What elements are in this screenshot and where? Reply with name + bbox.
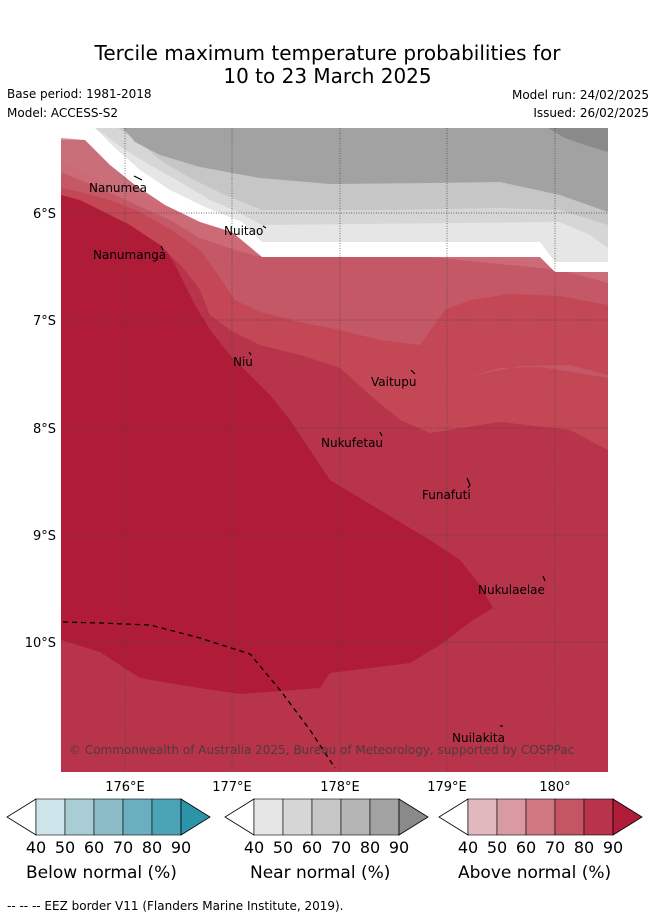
lon-label-176e: 176°E [105, 780, 145, 795]
colorbar-near-segment [311, 798, 342, 836]
colorbar-below-segment [122, 798, 153, 836]
colorbar-above-label: Above normal (%) [458, 863, 612, 883]
colorbar-near-label: Near normal (%) [250, 863, 391, 883]
colorbar-near-segment [340, 798, 371, 836]
lon-label-179e: 179°E [427, 780, 467, 795]
colorbar-below-under-arrow [6, 798, 37, 836]
place-vaitupu: Vaitupu [371, 375, 417, 389]
lon-label-178e: 178°E [320, 780, 360, 795]
colorbar-near-tick: 40 [244, 838, 264, 857]
lat-label-10s: 10°S [25, 636, 56, 651]
colorbar-below-segment [93, 798, 124, 836]
eez-border [62, 621, 336, 769]
colorbar-above-segment [467, 798, 498, 836]
colorbar-below: 40 50 60 70 80 90 [6, 798, 211, 857]
lat-label-9s: 9°S [33, 529, 56, 544]
colorbar-near-tick: 90 [389, 838, 409, 857]
colorbar-below-tick: 50 [55, 838, 75, 857]
eez-footer-note: -- -- -- EEZ border V11 (Flanders Marine… [7, 899, 344, 913]
colorbar-above-tick: 80 [574, 838, 594, 857]
colorbar-near-segment [282, 798, 313, 836]
colorbar-near-tick: 50 [273, 838, 293, 857]
longitude-axis: 176°E 177°E 178°E 179°E 180° [105, 780, 570, 795]
colorbar-above-segment [583, 798, 614, 836]
colorbar-above-segment [496, 798, 527, 836]
place-names: Nanumea Nuitao Nanumanga Niu Vaitupu Nuk… [89, 181, 545, 745]
colorbar-below-tick: 40 [26, 838, 46, 857]
colorbar-above-over-arrow [612, 798, 643, 836]
lon-label-177e: 177°E [212, 780, 252, 795]
colorbar-below-segment [151, 798, 182, 836]
place-nukufetau: Nukufetau [321, 436, 383, 450]
graticule [61, 128, 608, 772]
issued-date: Issued: 26/02/2025 [533, 106, 649, 120]
colorbar-above-segment [525, 798, 556, 836]
lat-label-6s: 6°S [33, 207, 56, 222]
place-nanumanga: Nanumanga [93, 248, 166, 262]
colorbar-below-tick: 60 [84, 838, 104, 857]
colorbar-above: 40 50 60 70 80 90 [438, 798, 643, 857]
colorbar-above-under-arrow [438, 798, 469, 836]
colorbar-below-tick: 90 [171, 838, 191, 857]
place-niu: Niu [233, 355, 253, 369]
colorbar-above-tick: 90 [603, 838, 623, 857]
probability-map: Nanumea Nuitao Nanumanga Niu Vaitupu Nuk… [61, 128, 608, 772]
colorbar-near-tick: 70 [331, 838, 351, 857]
colorbar-above-tick: 40 [458, 838, 478, 857]
colorbar-near-over-arrow [398, 798, 429, 836]
colorbar-below-tick: 70 [113, 838, 133, 857]
colorbar-below-label: Below normal (%) [26, 863, 177, 883]
colorbars: 40 50 60 70 80 90 40 50 60 70 80 90 40 50 60 70 80 90 [6, 798, 643, 857]
colorbar-near-segment [253, 798, 284, 836]
place-nuilakita: Nuilakita [452, 731, 505, 745]
zone-near-90 [548, 128, 608, 152]
colorbar-below-over-arrow [180, 798, 211, 836]
latitude-axis: 6°S 7°S 8°S 9°S 10°S [25, 207, 56, 651]
colorbar-above-tick: 60 [516, 838, 536, 857]
place-nukulaelae: Nukulaelae [478, 583, 545, 597]
colorbar-above-tick: 50 [487, 838, 507, 857]
map-title-line2: 10 to 23 March 2025 [223, 64, 432, 88]
model-name: Model: ACCESS-S2 [7, 106, 119, 120]
colorbar-above-segment [554, 798, 585, 836]
place-funafuti: Funafuti [422, 488, 471, 502]
colorbar-below-tick: 80 [142, 838, 162, 857]
copyright-notice: © Commonwealth of Australia 2025, Bureau… [69, 743, 574, 757]
lat-label-7s: 7°S [33, 314, 56, 329]
lat-label-8s: 8°S [33, 422, 56, 437]
colorbar-above-tick: 70 [545, 838, 565, 857]
lon-label-180: 180° [539, 780, 570, 795]
island-markers [133, 175, 546, 727]
colorbar-near-tick: 80 [360, 838, 380, 857]
base-period: Base period: 1981-2018 [7, 87, 152, 101]
colorbar-below-segment [35, 798, 66, 836]
colorbar-near-under-arrow [224, 798, 255, 836]
colorbar-near-tick: 60 [302, 838, 322, 857]
place-nuitao: Nuitao [224, 224, 263, 238]
colorbar-near: 40 50 60 70 80 90 [224, 798, 429, 857]
zone-near-80 [123, 128, 608, 212]
place-nanumea: Nanumea [89, 181, 147, 195]
colorbar-near-segment [369, 798, 400, 836]
map-title-line1: Tercile maximum temperature probabilitie… [94, 41, 561, 65]
colorbar-below-segment [64, 798, 95, 836]
model-run: Model run: 24/02/2025 [511, 88, 649, 102]
